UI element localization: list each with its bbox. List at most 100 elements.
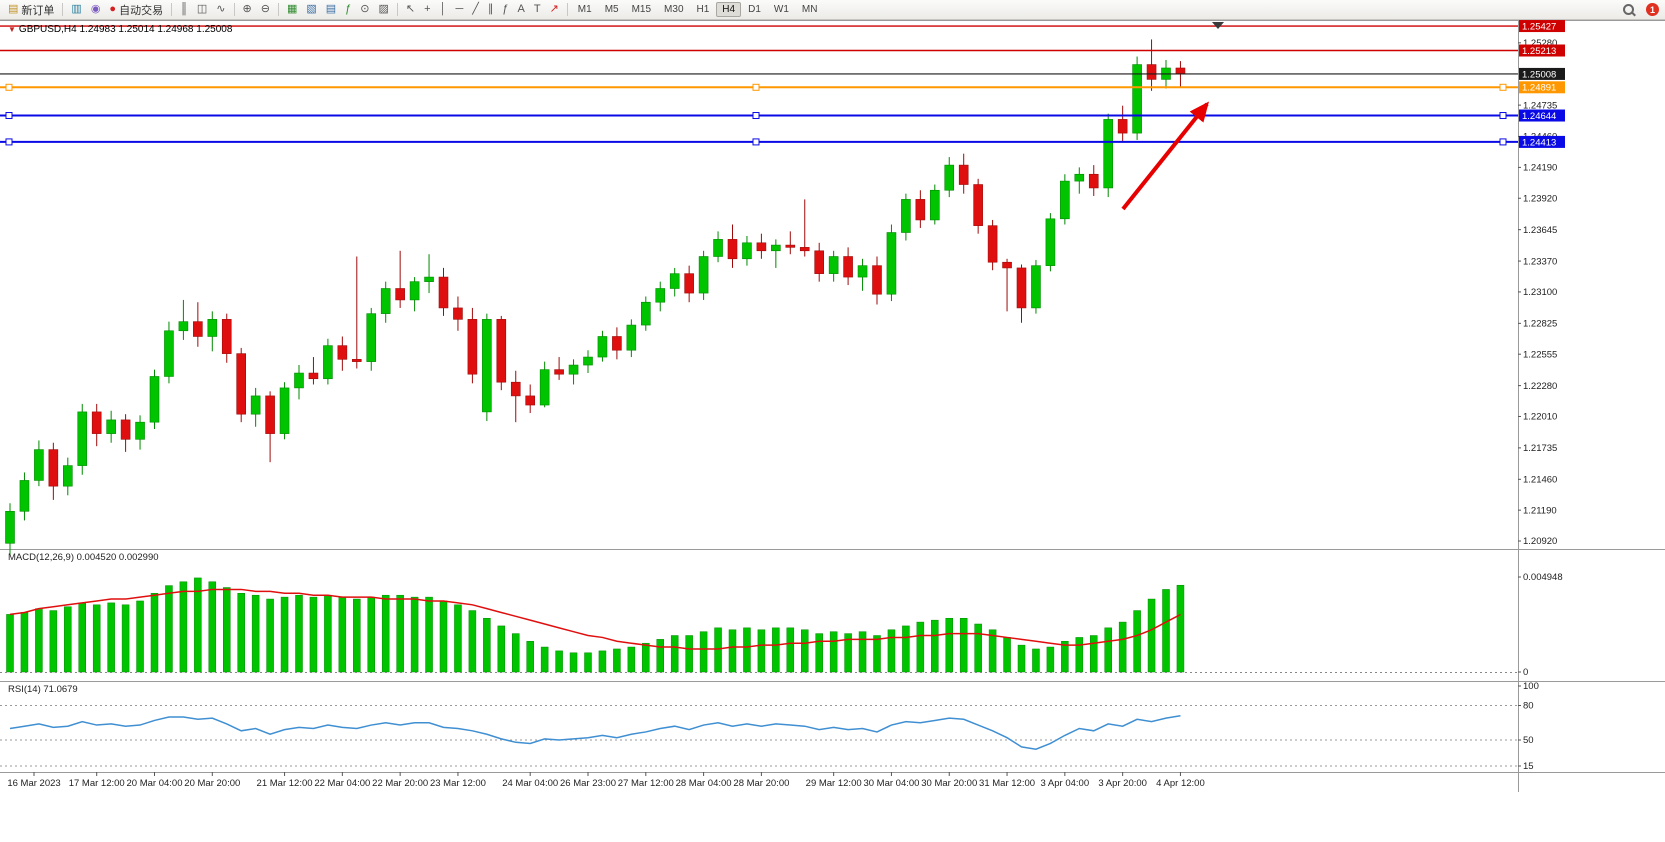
timeframe-button-d1[interactable]: D1 [742,2,767,17]
horizontal-line-1.24891[interactable] [0,83,1518,91]
templates-icon: ▨ [378,3,389,15]
fibonacci-button[interactable]: ƒ [498,2,512,18]
timeframe-button-m30[interactable]: M30 [658,2,689,17]
price-badge-1.24644: 1.24644 [1519,109,1565,122]
svg-text:1.23370: 1.23370 [1523,256,1557,267]
svg-text:16 Mar 2023: 16 Mar 2023 [7,778,60,789]
timeframe-button-w1[interactable]: W1 [768,2,795,17]
timeframe-button-m5[interactable]: M5 [599,2,625,17]
candlestick-chart-icon: ◫ [196,3,208,15]
line-handle[interactable] [5,83,13,91]
cascade-windows-button[interactable]: ▧ [302,2,320,18]
svg-text:1.22280: 1.22280 [1523,381,1557,392]
crosshair-button[interactable]: + [420,2,434,18]
profiles-icon: ◉ [90,3,101,15]
svg-text:1.22010: 1.22010 [1523,412,1557,423]
line-handle[interactable] [1499,138,1507,146]
svg-text:3 Apr 20:00: 3 Apr 20:00 [1098,778,1147,789]
line-handle[interactable] [752,112,760,120]
trendline-button[interactable]: ╱ [468,2,483,18]
svg-text:1.24735: 1.24735 [1523,100,1557,111]
horizontal-line-button[interactable]: ─ [451,2,467,18]
svg-text:4 Apr 12:00: 4 Apr 12:00 [1156,778,1205,789]
indicators-button[interactable]: ƒ [341,2,355,18]
svg-text:26 Mar 23:00: 26 Mar 23:00 [560,778,616,789]
svg-text:1.24190: 1.24190 [1523,163,1557,174]
svg-text:1.25008: 1.25008 [1522,69,1556,80]
svg-text:20 Mar 20:00: 20 Mar 20:00 [184,778,240,789]
timeframe-button-m15[interactable]: M15 [626,2,657,17]
autotrade-button[interactable]: ● 自动交易 [105,2,167,18]
vertical-line-button[interactable]: │ [436,2,451,18]
svg-text:1.23100: 1.23100 [1523,287,1557,298]
search-button[interactable] [1619,2,1638,18]
arrows-button[interactable]: ↗ [546,2,563,18]
price-badge-1.25427: 1.25427 [1519,20,1565,32]
price-badge-1.24891: 1.24891 [1519,81,1565,94]
svg-text:28 Mar 04:00: 28 Mar 04:00 [676,778,732,789]
vertical-line-icon: │ [439,3,447,15]
line-chart-button[interactable]: ∿ [212,2,229,18]
svg-text:1.23920: 1.23920 [1523,193,1557,204]
zoom-in-button[interactable]: ⊕ [239,2,256,18]
bar-chart-icon: ║ [180,3,188,15]
svg-text:1.20920: 1.20920 [1523,536,1557,547]
time-scale[interactable]: 16 Mar 2023 17 Mar 12:00 20 Mar 04:00 20 Ma… [7,772,1205,789]
zoom-in-icon: ⊕ [242,3,252,15]
candlestick-chart-button[interactable]: ◫ [193,2,211,18]
svg-text:30 Mar 04:00: 30 Mar 04:00 [863,778,919,789]
svg-text:1.22825: 1.22825 [1523,319,1557,330]
templates-button[interactable]: ▨ [375,2,393,18]
price-badge-1.25213: 1.25213 [1519,44,1565,57]
line-handle[interactable] [5,112,13,120]
periods-button[interactable]: ⊙ [356,2,373,18]
line-handle[interactable] [5,138,13,146]
line-handle[interactable] [1499,83,1507,91]
svg-text:3 Apr 04:00: 3 Apr 04:00 [1041,778,1090,789]
profiles-button[interactable]: ◉ [87,2,105,18]
rsi-label: RSI(14) 71.0679 [8,684,78,695]
horizontal-line-1.24644[interactable] [0,112,1518,120]
channel-icon: ∥ [487,3,494,15]
text-label-button[interactable]: T [530,2,545,18]
timeframe-button-h4[interactable]: H4 [716,2,742,17]
arrange-windows-button[interactable]: ▤ [322,2,340,18]
trend-arrow[interactable] [1121,101,1209,211]
tile-windows-button[interactable]: ▦ [283,2,301,18]
symbol-icon: ▼ [8,25,16,34]
bar-chart-button[interactable]: ║ [176,2,192,18]
svg-text:50: 50 [1523,735,1534,746]
toolbar-separator [396,3,398,16]
rsi-scale: 100 80 50 15 [1518,681,1539,772]
new-order-button[interactable]: ▤ 新订单 [4,2,58,18]
timeframe-button-mn[interactable]: MN [796,2,824,17]
svg-text:15: 15 [1523,761,1534,772]
svg-text:31 Mar 12:00: 31 Mar 12:00 [979,778,1035,789]
cursor-button[interactable]: ↖ [402,2,419,18]
notification-badge[interactable]: 1 [1646,3,1659,16]
chart-ohlc-title: GBPUSD,H4 1.24983 1.25014 1.24968 1.2500… [18,24,233,35]
chart-windows-button[interactable]: ▥ [67,2,85,18]
chart-windows-icon: ▥ [71,3,82,15]
horizontal-line-1.24413[interactable] [0,138,1518,146]
svg-text:80: 80 [1523,701,1534,712]
timeframe-button-m1[interactable]: M1 [572,2,598,17]
new-order-label: 新订单 [21,4,55,17]
line-handle[interactable] [752,138,760,146]
timeframe-button-h1[interactable]: H1 [691,2,716,17]
text-button[interactable]: A [513,2,528,18]
channel-button[interactable]: ∥ [484,2,498,18]
chart-shift-marker[interactable] [1212,22,1224,29]
line-handle[interactable] [752,83,760,91]
svg-text:1.24413: 1.24413 [1522,137,1556,148]
autotrade-label: 自动交易 [119,4,164,17]
arrange-windows-icon: ▤ [325,3,337,15]
line-handle[interactable] [1499,112,1507,120]
zoom-out-button[interactable]: ⊖ [257,2,274,18]
trendline-icon: ╱ [472,3,479,15]
svg-text:1.24891: 1.24891 [1522,83,1556,94]
svg-text:0.004948: 0.004948 [1523,572,1563,583]
toolbar-separator [277,3,279,16]
svg-text:1.21735: 1.21735 [1523,443,1557,454]
